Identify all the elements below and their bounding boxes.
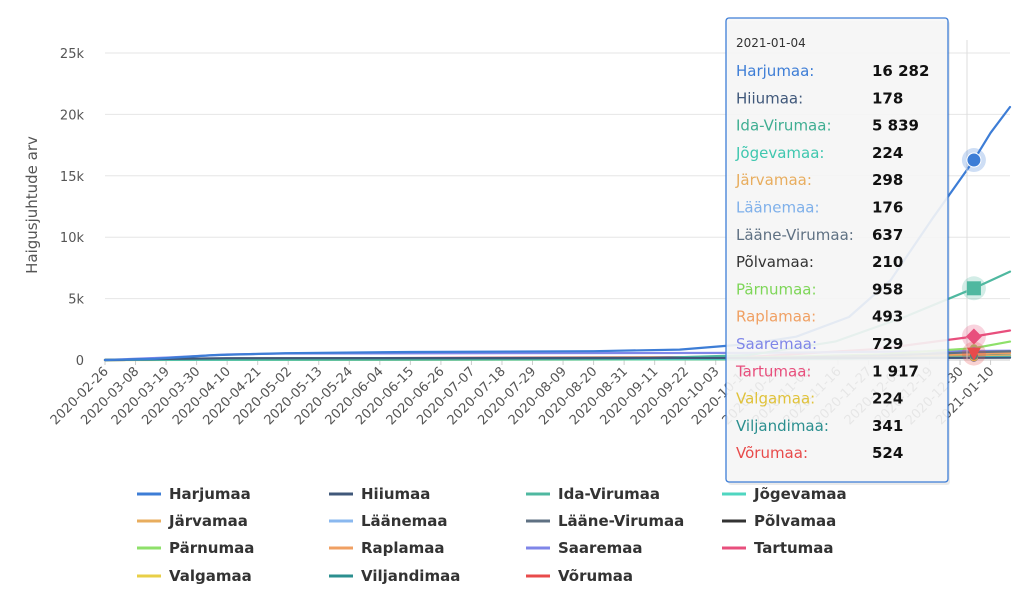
y-tick-label: 10k xyxy=(60,231,85,246)
tooltip-series-name: Harjumaa: xyxy=(736,62,814,80)
legend-label: Järvamaa xyxy=(168,512,248,530)
tooltip: 2021-01-04 Harjumaa: 16 282 Hiiumaa: 178 Ida-… xyxy=(725,17,950,485)
legend-label: Võrumaa xyxy=(558,567,633,585)
tooltip-series-value: 341 xyxy=(872,417,903,435)
legend-item[interactable]: Raplamaa xyxy=(329,539,445,557)
legend-item[interactable]: Läänemaa xyxy=(329,512,448,530)
tooltip-series-name: Viljandimaa: xyxy=(736,417,829,435)
tooltip-series-value: 1 917 xyxy=(872,362,919,380)
legend-item[interactable]: Ida-Virumaa xyxy=(526,485,660,503)
tooltip-series-value: 493 xyxy=(872,308,903,326)
legend-label: Valgamaa xyxy=(169,567,252,585)
series-marker xyxy=(966,152,982,168)
tooltip-series-value: 178 xyxy=(872,89,903,107)
legend-item[interactable]: Harjumaa xyxy=(137,485,251,503)
legend-label: Tartumaa xyxy=(754,539,834,557)
y-tick-label: 15k xyxy=(60,170,85,185)
tooltip-series-name: Võrumaa: xyxy=(736,444,808,462)
legend-label: Pärnumaa xyxy=(169,539,254,557)
legend-label: Ida-Virumaa xyxy=(558,485,660,503)
tooltip-series-name: Ida-Virumaa: xyxy=(736,117,832,135)
tooltip-series-name: Tartumaa: xyxy=(735,362,811,380)
y-tick-label: 20k xyxy=(60,108,85,123)
tooltip-series-value: 637 xyxy=(872,226,903,244)
legend-item[interactable]: Võrumaa xyxy=(526,567,633,585)
tooltip-series-name: Hiiumaa: xyxy=(736,89,803,107)
legend-item[interactable]: Tartumaa xyxy=(722,539,834,557)
legend-label: Harjumaa xyxy=(169,485,251,503)
legend-item[interactable]: Jõgevamaa xyxy=(722,485,847,503)
series-marker xyxy=(966,347,981,361)
tooltip-series-name: Järvamaa: xyxy=(735,171,812,189)
series-marker xyxy=(966,281,981,296)
tooltip-series-value: 5 839 xyxy=(872,117,919,135)
legend-label: Lääne-Virumaa xyxy=(558,512,684,530)
tooltip-series-name: Valgamaa: xyxy=(736,390,815,408)
tooltip-series-name: Põlvamaa: xyxy=(736,253,814,271)
tooltip-series-value: 176 xyxy=(872,199,903,217)
legend-item[interactable]: Põlvamaa xyxy=(722,512,836,530)
legend-label: Jõgevamaa xyxy=(753,485,847,503)
legend-label: Põlvamaa xyxy=(754,512,836,530)
tooltip-series-value: 958 xyxy=(872,280,903,298)
hover-markers xyxy=(961,148,986,366)
y-tick-label: 5k xyxy=(68,293,84,308)
tooltip-series-value: 524 xyxy=(872,444,903,462)
tooltip-series-value: 298 xyxy=(872,171,903,189)
tooltip-series-name: Jõgevamaa: xyxy=(735,144,824,162)
y-tick-label: 0 xyxy=(76,354,84,369)
legend-item[interactable]: Saaremaa xyxy=(526,539,643,557)
legend-label: Saaremaa xyxy=(558,539,643,557)
series-marker xyxy=(965,328,982,345)
tooltip-series-value: 210 xyxy=(872,253,903,271)
legend-label: Raplamaa xyxy=(361,539,445,557)
y-axis-ticks: 0 5k 10k 15k 20k 25k xyxy=(60,47,85,369)
legend-item[interactable]: Pärnumaa xyxy=(137,539,254,557)
tooltip-series-name: Pärnumaa: xyxy=(736,280,817,298)
tooltip-series-name: Lääne-Virumaa: xyxy=(736,226,854,244)
legend-item[interactable]: Järvamaa xyxy=(137,512,248,530)
legend-label: Viljandimaa xyxy=(361,567,460,585)
tooltip-series-value: 729 xyxy=(872,335,903,353)
tooltip-series-name: Läänemaa: xyxy=(736,199,820,217)
legend-item[interactable]: Valgamaa xyxy=(137,567,252,585)
y-axis-title: Haigusjuhtude arv xyxy=(23,136,41,274)
legend-item[interactable]: Viljandimaa xyxy=(329,567,460,585)
tooltip-box xyxy=(725,17,949,483)
legend-item[interactable]: Lääne-Virumaa xyxy=(526,512,684,530)
legend-label: Hiiumaa xyxy=(361,485,430,503)
legend-item[interactable]: Hiiumaa xyxy=(329,485,430,503)
y-tick-label: 25k xyxy=(60,47,85,62)
tooltip-series-name: Saaremaa: xyxy=(736,335,817,353)
tooltip-series-value: 224 xyxy=(872,390,903,408)
tooltip-series-name: Raplamaa: xyxy=(736,308,816,326)
legend: Harjumaa Hiiumaa Ida-Virumaa Jõgevamaa Järva… xyxy=(137,485,847,585)
tooltip-series-value: 224 xyxy=(872,144,903,162)
tooltip-date: 2021-01-04 xyxy=(736,36,806,50)
legend-label: Läänemaa xyxy=(361,512,448,530)
tooltip-series-value: 16 282 xyxy=(872,62,929,80)
